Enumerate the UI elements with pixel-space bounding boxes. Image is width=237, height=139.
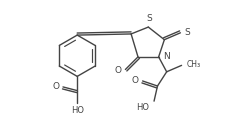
Text: HO: HO — [71, 106, 84, 115]
Text: O: O — [52, 81, 59, 90]
Text: S: S — [146, 14, 152, 23]
Text: O: O — [114, 66, 122, 75]
Text: CH₃: CH₃ — [187, 60, 201, 69]
Text: O: O — [132, 76, 139, 85]
Text: N: N — [163, 52, 170, 61]
Text: S: S — [185, 28, 190, 37]
Text: HO: HO — [136, 103, 149, 112]
